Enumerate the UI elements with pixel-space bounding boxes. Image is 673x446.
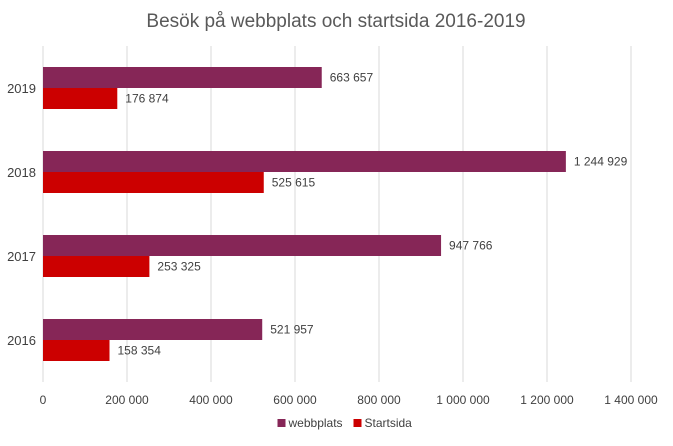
x-tick-label: 800 000 bbox=[357, 393, 401, 407]
data-label: 521 957 bbox=[270, 323, 314, 337]
bar-startsida-2017 bbox=[43, 256, 150, 277]
bar-webbplats-2019 bbox=[43, 67, 322, 88]
y-category-label: 2017 bbox=[7, 249, 36, 264]
x-tick-label: 1 200 000 bbox=[520, 393, 574, 407]
y-category-label: 2019 bbox=[7, 81, 36, 96]
bar-startsida-2016 bbox=[43, 340, 110, 361]
legend-swatch-webbplats bbox=[277, 419, 286, 427]
data-label: 253 325 bbox=[157, 260, 201, 274]
legend-label-startsida: Startsida bbox=[365, 416, 413, 430]
x-axis: 0 200 000 400 000 600 000 800 000 1 000 000 1 … bbox=[40, 393, 658, 407]
x-tick-label: 1 400 000 bbox=[604, 393, 658, 407]
x-tick-label: 400 000 bbox=[189, 393, 233, 407]
bar-webbplats-2018 bbox=[43, 151, 566, 172]
bar-startsida-2018 bbox=[43, 172, 264, 193]
y-category-label: 2016 bbox=[7, 333, 36, 348]
legend-label-webbplats: webbplats bbox=[288, 416, 343, 430]
x-tick-label: 200 000 bbox=[105, 393, 149, 407]
data-label: 947 766 bbox=[449, 239, 493, 253]
legend-swatch-startsida bbox=[353, 419, 362, 427]
x-tick-label: 0 bbox=[40, 393, 47, 407]
data-label: 1 244 929 bbox=[574, 155, 628, 169]
bar-startsida-2019 bbox=[43, 88, 118, 109]
bar-webbplats-2016 bbox=[43, 319, 263, 340]
data-label: 176 874 bbox=[125, 92, 169, 106]
y-category-label: 2018 bbox=[7, 165, 36, 180]
x-tick-label: 1 000 000 bbox=[436, 393, 490, 407]
y-axis: 2016 2017 2018 2019 bbox=[7, 81, 36, 348]
data-labels: 521 957 158 354 947 766 253 325 1 244 929 525… bbox=[118, 71, 628, 358]
gridlines bbox=[42, 46, 632, 382]
bars bbox=[43, 67, 566, 361]
chart-title: Besök på webbplats och startsida 2016-20… bbox=[146, 11, 525, 32]
bar-webbplats-2017 bbox=[43, 235, 442, 256]
x-tick-label: 600 000 bbox=[273, 393, 317, 407]
legend: webbplats Startsida bbox=[277, 416, 413, 430]
data-label: 663 657 bbox=[330, 71, 374, 85]
data-label: 525 615 bbox=[272, 176, 316, 190]
data-label: 158 354 bbox=[118, 344, 162, 358]
